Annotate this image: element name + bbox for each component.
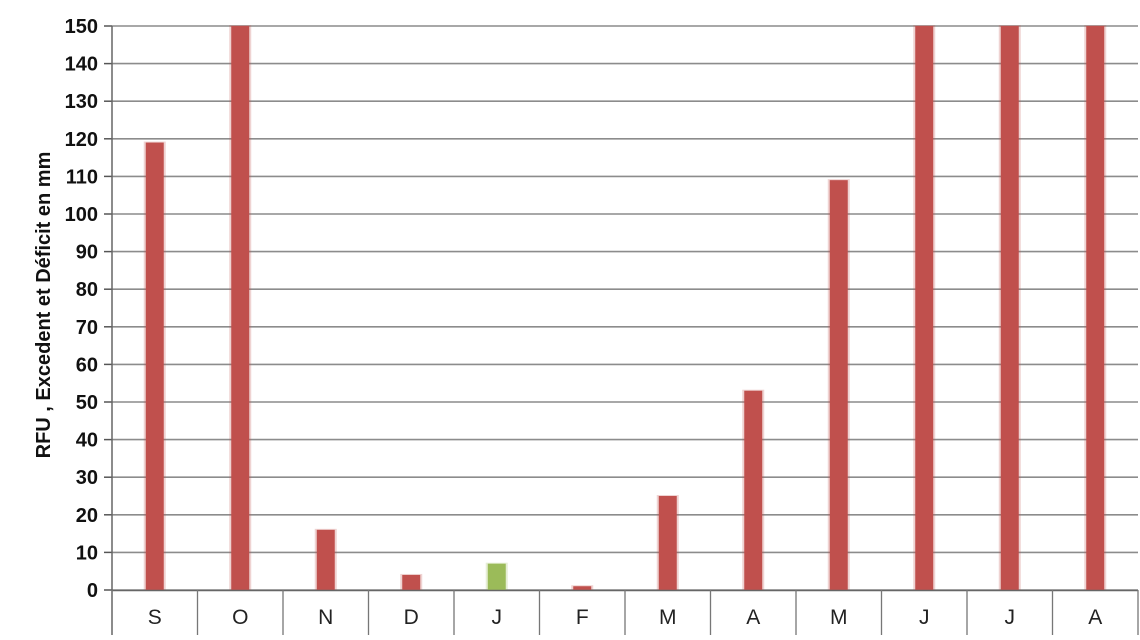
x-tick-label: S bbox=[148, 606, 162, 629]
y-tick-label: 80 bbox=[76, 279, 98, 301]
bar bbox=[1000, 26, 1019, 590]
y-tick-label: 70 bbox=[76, 317, 98, 339]
y-tick-label: 50 bbox=[76, 392, 98, 414]
y-tick-label: 0 bbox=[87, 580, 98, 602]
bar bbox=[145, 142, 164, 590]
y-tick-label: 140 bbox=[65, 54, 98, 76]
x-tick-label: N bbox=[318, 606, 333, 629]
x-tick-label: M bbox=[659, 606, 677, 629]
y-tick-label: 130 bbox=[65, 91, 98, 113]
x-tick-label: D bbox=[404, 606, 419, 629]
bar bbox=[915, 26, 934, 590]
bar bbox=[658, 496, 677, 590]
y-tick-label: 110 bbox=[66, 166, 98, 188]
bar bbox=[1086, 26, 1105, 590]
x-tick-label: J bbox=[1005, 606, 1016, 629]
y-tick-label: 10 bbox=[76, 542, 98, 564]
bars bbox=[143, 25, 1107, 590]
x-tick-label: A bbox=[746, 606, 760, 629]
bar bbox=[231, 26, 250, 590]
y-tick-label: 100 bbox=[65, 204, 98, 226]
bar bbox=[829, 180, 848, 590]
y-tick-labels: 0 10 20 30 40 50 60 70 80 90 100 110 120 130 140 150 bbox=[65, 16, 98, 602]
bar bbox=[316, 529, 335, 590]
y-tick-label: 90 bbox=[76, 242, 98, 264]
y-tick-label: 150 bbox=[65, 16, 98, 38]
x-tick-label: J bbox=[492, 606, 503, 629]
y-tick-label: 30 bbox=[76, 467, 98, 489]
bar bbox=[402, 574, 421, 590]
x-tick-label: A bbox=[1088, 606, 1102, 629]
gridlines bbox=[104, 25, 1138, 591]
bar bbox=[744, 390, 763, 590]
x-tick-label: M bbox=[830, 606, 848, 629]
y-axis-label: RFU , Excedent et Déficit en mm bbox=[33, 152, 55, 459]
x-tick-label: O bbox=[232, 606, 248, 629]
y-tick-label: 40 bbox=[76, 430, 98, 452]
x-tick-label: F bbox=[576, 606, 589, 629]
y-tick-label: 120 bbox=[65, 129, 98, 151]
bar bbox=[487, 563, 506, 590]
x-tick-label: J bbox=[919, 606, 930, 629]
bar bbox=[573, 586, 592, 590]
y-tick-label: 20 bbox=[76, 505, 98, 527]
y-tick-label: 60 bbox=[76, 354, 98, 376]
